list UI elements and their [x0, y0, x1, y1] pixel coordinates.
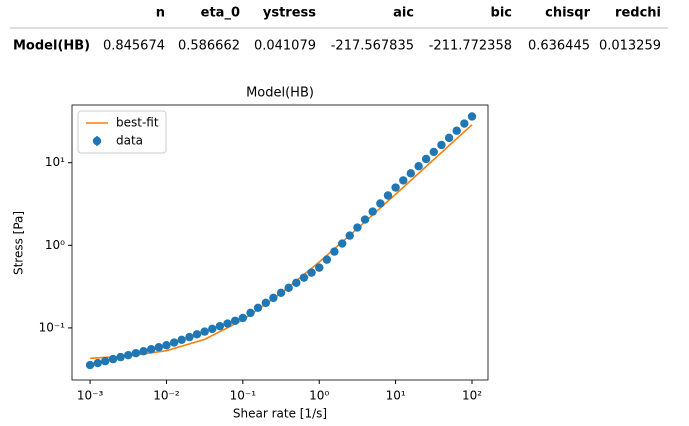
data-point — [353, 223, 362, 232]
data-point — [376, 199, 385, 208]
data-point — [200, 327, 209, 336]
x-tick-label: 10¹ — [386, 389, 406, 403]
data-point — [208, 324, 217, 334]
data-point — [185, 332, 194, 342]
data-point — [124, 350, 133, 360]
legend-label: best-fit — [116, 116, 159, 130]
data-point — [429, 147, 438, 157]
results-table: n eta_0 ystress aic bic chisqr redchi Model(HB)… — [13, 6, 661, 54]
data-point — [345, 231, 354, 240]
data-point — [444, 133, 454, 143]
data-point — [261, 298, 271, 308]
column-header: aic — [393, 6, 414, 21]
data-point — [452, 126, 461, 135]
data-point — [154, 343, 164, 352]
data-point — [162, 341, 171, 350]
data-point — [269, 293, 278, 303]
data-point — [391, 183, 400, 192]
data-point — [131, 348, 141, 358]
data-point — [315, 263, 324, 272]
table-cell: 0.586662 — [178, 39, 240, 54]
y-tick-label: 10⁻¹ — [39, 320, 66, 334]
data-point — [101, 356, 110, 366]
chart-title: Model(HB) — [246, 86, 314, 101]
column-header: bic — [491, 6, 512, 21]
data-point — [421, 154, 431, 164]
table-cell: 0.013259 — [599, 39, 661, 54]
data-point — [223, 319, 232, 328]
table-cell: 0.845674 — [103, 39, 165, 54]
x-tick-label: 10² — [462, 389, 482, 403]
data-point — [368, 207, 377, 216]
data-point — [307, 268, 316, 277]
data-point — [292, 278, 301, 287]
data-point — [238, 313, 248, 323]
data-point — [177, 335, 186, 344]
fit-line — [90, 124, 473, 360]
column-header: n — [156, 6, 165, 21]
data-point — [299, 273, 309, 282]
data-point — [246, 308, 255, 318]
column-header: ystress — [263, 6, 316, 21]
x-tick-label: 10⁻¹ — [230, 389, 257, 403]
data-point — [330, 247, 339, 256]
data-point — [192, 330, 202, 339]
column-header: chisqr — [545, 6, 590, 21]
y-axis-label: Stress [Pa] — [12, 211, 26, 275]
data-point — [230, 316, 240, 325]
table-cell: -217.567835 — [331, 39, 414, 54]
table-cell: 0.041079 — [254, 39, 316, 54]
plot-frame — [71, 104, 489, 381]
data-point — [169, 338, 179, 347]
data-point — [284, 283, 293, 292]
column-header: redchi — [615, 6, 661, 21]
data-point — [116, 352, 125, 362]
data-point — [215, 321, 225, 331]
data-point — [93, 358, 102, 368]
data-point — [276, 288, 286, 298]
data-point — [467, 112, 477, 121]
data-point — [139, 347, 148, 356]
data-point — [146, 345, 156, 354]
data-point — [322, 255, 332, 264]
data-point — [437, 140, 446, 150]
legend-label: data — [116, 134, 143, 148]
row-header: Model(HB) — [13, 39, 90, 54]
x-tick-label: 10⁰ — [309, 389, 329, 403]
x-axis-label: Shear rate [1/s] — [233, 407, 327, 421]
data-point — [383, 191, 393, 200]
table-cell: 0.636445 — [528, 39, 590, 54]
data-point — [253, 303, 263, 313]
data-point — [414, 161, 423, 171]
data-point — [85, 360, 95, 370]
data-point — [360, 215, 370, 224]
x-tick-label: 10⁻³ — [77, 389, 104, 403]
data-point — [406, 169, 415, 178]
column-header: eta_0 — [201, 6, 240, 21]
data-point — [399, 176, 408, 185]
table-cell: -211.772358 — [429, 39, 512, 54]
data-point — [460, 119, 469, 128]
y-tick-label: 10¹ — [45, 155, 65, 169]
x-tick-label: 10⁻² — [153, 389, 180, 403]
data-point — [338, 239, 347, 248]
data-point — [108, 354, 118, 364]
y-tick-label: 10⁰ — [45, 238, 65, 252]
legend-swatch — [92, 136, 102, 146]
